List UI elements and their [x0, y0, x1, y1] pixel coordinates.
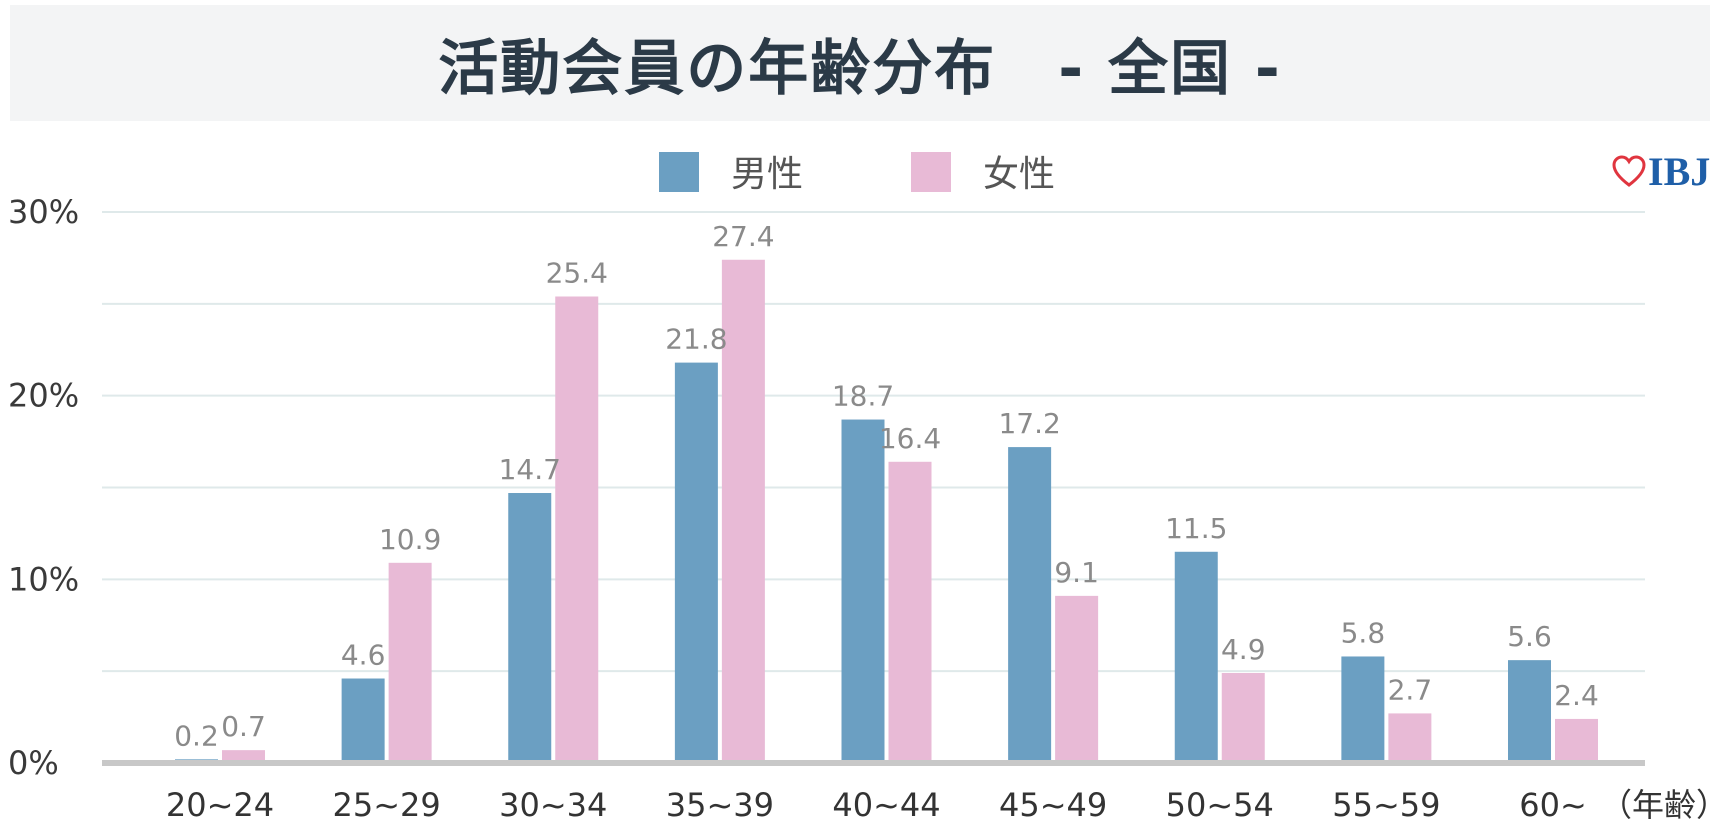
bar-female	[1388, 713, 1432, 760]
data-label: 11.5	[1165, 512, 1227, 545]
bar-male	[341, 678, 385, 760]
data-label: 10.9	[379, 523, 441, 556]
x-tick-label: 40~44	[832, 786, 940, 824]
data-label: 14.7	[499, 453, 561, 486]
y-tick-label: 30%	[8, 193, 79, 231]
logo-text: IBJ	[1648, 149, 1711, 194]
y-tick-label: 0%	[8, 744, 59, 782]
data-label: 17.2	[998, 407, 1060, 440]
data-label: 4.9	[1221, 633, 1266, 666]
data-label: 2.4	[1554, 679, 1599, 712]
data-label: 5.8	[1341, 616, 1386, 649]
x-tick-label: 45~49	[999, 786, 1107, 824]
x-tick-label: 30~34	[499, 786, 607, 824]
data-label: 18.7	[832, 380, 894, 413]
data-label: 27.4	[712, 220, 774, 253]
data-label: 0.7	[221, 710, 266, 743]
bars	[175, 259, 1598, 760]
y-axis-ticks: 0% 10% 20% 30%	[8, 193, 79, 782]
bar-female	[721, 259, 765, 760]
y-tick-label: 10%	[8, 560, 79, 598]
data-label: 2.7	[1388, 673, 1433, 706]
x-tick-label: 25~29	[333, 786, 441, 824]
heart-icon	[1612, 154, 1646, 187]
x-tick-label: 35~39	[666, 786, 774, 824]
data-label: 9.1	[1054, 556, 1099, 589]
x-axis-label: （年齢）	[1600, 786, 1720, 824]
bar-male	[175, 759, 218, 760]
bar-male	[1508, 660, 1551, 760]
legend-label: 女性	[983, 154, 1055, 195]
bar-female	[1221, 673, 1265, 760]
y-tick-label: 20%	[8, 377, 79, 415]
bar-female	[888, 461, 932, 760]
bar-female	[1555, 718, 1598, 760]
legend: 男性 女性	[659, 152, 1055, 195]
x-axis-ticks: 20~24 25~29 30~34 35~39 40~44 45~49 50~54 55~59…	[166, 786, 1587, 824]
x-tick-label: 50~54	[1166, 786, 1274, 824]
legend-label: 男性	[731, 154, 803, 195]
x-tick-label: 20~24	[166, 786, 274, 824]
bar-female	[555, 296, 599, 760]
x-tick-label: 60~	[1519, 786, 1587, 824]
bar-male	[1174, 551, 1218, 760]
bar-male	[508, 493, 552, 760]
title-band: 活動会員の年齢分布 - 全国 -	[10, 5, 1710, 121]
data-label: 5.6	[1507, 620, 1552, 653]
data-label: 16.4	[879, 422, 941, 455]
data-label: 21.8	[665, 323, 727, 356]
bar-female	[222, 750, 265, 760]
chart-title: 活動会員の年齢分布 - 全国 -	[438, 33, 1282, 104]
ibj-logo: IBJ	[1612, 148, 1710, 195]
bar-male	[841, 419, 885, 760]
data-label: 25.4	[546, 256, 608, 289]
bar-male	[674, 362, 718, 760]
data-label: 0.2	[174, 719, 219, 752]
bar-female	[388, 562, 432, 760]
bar-female	[1055, 595, 1099, 760]
data-labels: 0.2 0.7 4.6 10.9 14.7 25.4 21.8 27.4 18.7 16.4 17.…	[174, 220, 1599, 753]
data-label: 4.6	[341, 639, 386, 672]
legend-swatch	[659, 152, 699, 192]
bar-male	[1008, 447, 1052, 760]
bar-male	[1341, 656, 1385, 760]
x-tick-label: 55~59	[1332, 786, 1440, 824]
legend-swatch	[911, 152, 951, 192]
